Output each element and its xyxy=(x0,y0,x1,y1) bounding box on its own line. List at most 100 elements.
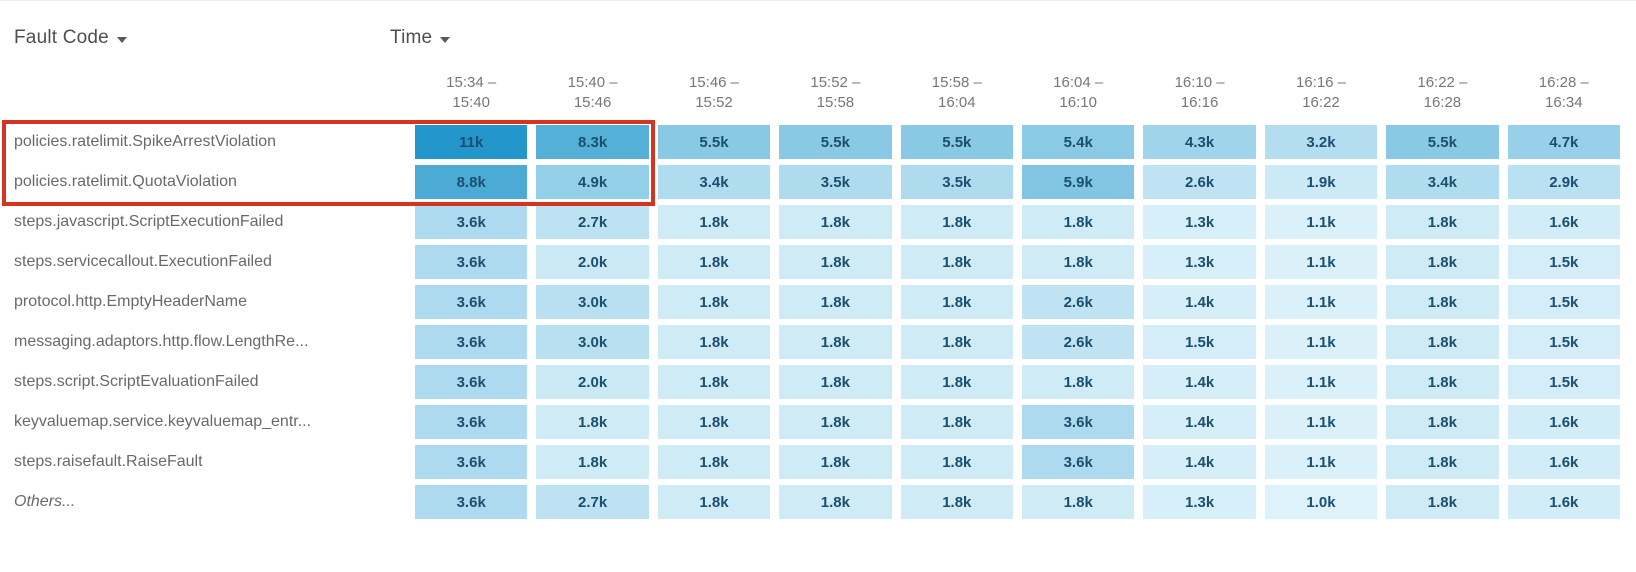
heatmap-cell[interactable]: 1.8k xyxy=(1022,245,1135,279)
heatmap-cell[interactable]: 2.6k xyxy=(1022,325,1135,359)
heatmap-cell[interactable]: 3.6k xyxy=(415,405,528,439)
heatmap-cell[interactable]: 3.5k xyxy=(779,165,892,199)
heatmap-cell[interactable]: 1.8k xyxy=(900,285,1013,319)
heatmap-cell[interactable]: 1.8k xyxy=(657,405,771,439)
heatmap-cell[interactable]: 1.8k xyxy=(779,405,892,439)
heatmap-cell[interactable]: 1.8k xyxy=(657,325,771,359)
heatmap-cell[interactable]: 3.5k xyxy=(900,165,1013,199)
heatmap-cell[interactable]: 1.8k xyxy=(1386,245,1499,279)
heatmap-cell[interactable]: 3.6k xyxy=(415,445,528,479)
heatmap-cell[interactable]: 3.6k xyxy=(1022,445,1135,479)
heatmap-cell[interactable]: 11k xyxy=(415,125,528,159)
heatmap-cell[interactable]: 8.3k xyxy=(536,125,649,159)
heatmap-cell[interactable]: 3.4k xyxy=(657,165,771,199)
heatmap-cell[interactable]: 1.8k xyxy=(1386,325,1499,359)
heatmap-cell[interactable]: 1.8k xyxy=(1022,485,1135,519)
heatmap-cell[interactable]: 1.5k xyxy=(1507,285,1620,319)
heatmap-cell[interactable]: 1.8k xyxy=(657,285,771,319)
heatmap-cell[interactable]: 1.1k xyxy=(1264,245,1378,279)
heatmap-cell[interactable]: 1.9k xyxy=(1264,165,1378,199)
heatmap-cell[interactable]: 3.4k xyxy=(1386,165,1499,199)
heatmap-cell[interactable]: 1.4k xyxy=(1143,285,1256,319)
heatmap-cell[interactable]: 1.6k xyxy=(1507,205,1620,239)
heatmap-cell[interactable]: 1.8k xyxy=(900,445,1013,479)
heatmap-cell[interactable]: 1.8k xyxy=(900,245,1013,279)
heatmap-cell[interactable]: 3.6k xyxy=(415,205,528,239)
heatmap-cell[interactable]: 1.1k xyxy=(1264,365,1378,399)
heatmap-cell[interactable]: 1.5k xyxy=(1507,245,1620,279)
heatmap-cell[interactable]: 1.1k xyxy=(1264,445,1378,479)
heatmap-cell[interactable]: 1.8k xyxy=(900,205,1013,239)
heatmap-cell[interactable]: 1.8k xyxy=(1386,445,1499,479)
heatmap-cell[interactable]: 1.8k xyxy=(657,485,771,519)
heatmap-cell[interactable]: 1.5k xyxy=(1507,325,1620,359)
heatmap-cell[interactable]: 1.6k xyxy=(1507,485,1620,519)
heatmap-cell[interactable]: 3.0k xyxy=(536,325,649,359)
heatmap-cell[interactable]: 2.6k xyxy=(1022,285,1135,319)
heatmap-cell[interactable]: 1.6k xyxy=(1507,445,1620,479)
heatmap-cell[interactable]: 3.2k xyxy=(1264,125,1378,159)
heatmap-cell[interactable]: 1.8k xyxy=(1386,205,1499,239)
heatmap-cell[interactable]: 1.8k xyxy=(779,485,892,519)
heatmap-cell[interactable]: 4.9k xyxy=(536,165,649,199)
heatmap-cell[interactable]: 1.3k xyxy=(1143,205,1256,239)
heatmap-cell[interactable]: 1.8k xyxy=(779,325,892,359)
heatmap-cell[interactable]: 5.9k xyxy=(1022,165,1135,199)
heatmap-cell[interactable]: 3.0k xyxy=(536,285,649,319)
heatmap-cell[interactable]: 5.5k xyxy=(657,125,771,159)
heatmap-cell[interactable]: 3.6k xyxy=(415,365,528,399)
heatmap-cell[interactable]: 5.5k xyxy=(779,125,892,159)
heatmap-cell[interactable]: 1.8k xyxy=(1386,405,1499,439)
heatmap-cell[interactable]: 2.7k xyxy=(536,485,649,519)
heatmap-cell[interactable]: 1.8k xyxy=(657,245,771,279)
heatmap-cell[interactable]: 3.6k xyxy=(415,325,528,359)
heatmap-cell[interactable]: 1.4k xyxy=(1143,445,1256,479)
heatmap-cell[interactable]: 2.0k xyxy=(536,365,649,399)
heatmap-cell[interactable]: 1.8k xyxy=(779,365,892,399)
heatmap-cell[interactable]: 4.3k xyxy=(1143,125,1256,159)
heatmap-cell[interactable]: 5.5k xyxy=(900,125,1013,159)
heatmap-cell[interactable]: 1.5k xyxy=(1507,365,1620,399)
heatmap-cell[interactable]: 5.5k xyxy=(1386,125,1499,159)
heatmap-cell[interactable]: 1.8k xyxy=(536,405,649,439)
heatmap-cell[interactable]: 2.6k xyxy=(1143,165,1256,199)
heatmap-cell[interactable]: 1.5k xyxy=(1143,325,1256,359)
heatmap-cell[interactable]: 3.6k xyxy=(415,245,528,279)
heatmap-cell[interactable]: 1.8k xyxy=(779,245,892,279)
heatmap-cell[interactable]: 1.4k xyxy=(1143,365,1256,399)
heatmap-cell[interactable]: 1.4k xyxy=(1143,405,1256,439)
heatmap-cell[interactable]: 1.0k xyxy=(1264,485,1378,519)
heatmap-cell[interactable]: 4.7k xyxy=(1507,125,1620,159)
heatmap-cell[interactable]: 1.8k xyxy=(900,405,1013,439)
heatmap-cell[interactable]: 1.8k xyxy=(1386,285,1499,319)
heatmap-cell[interactable]: 1.3k xyxy=(1143,485,1256,519)
heatmap-cell[interactable]: 1.8k xyxy=(1386,485,1499,519)
heatmap-cell[interactable]: 1.8k xyxy=(657,205,771,239)
heatmap-cell[interactable]: 1.1k xyxy=(1264,325,1378,359)
heatmap-cell[interactable]: 1.8k xyxy=(779,445,892,479)
heatmap-cell[interactable]: 2.9k xyxy=(1507,165,1620,199)
heatmap-cell[interactable]: 5.4k xyxy=(1022,125,1135,159)
heatmap-cell[interactable]: 3.6k xyxy=(415,485,528,519)
time-dimension-dropdown[interactable]: Time xyxy=(390,27,451,49)
heatmap-cell[interactable]: 1.8k xyxy=(1386,365,1499,399)
heatmap-cell[interactable]: 1.8k xyxy=(900,325,1013,359)
heatmap-cell[interactable]: 8.8k xyxy=(415,165,528,199)
heatmap-cell[interactable]: 2.0k xyxy=(536,245,649,279)
heatmap-cell[interactable]: 1.6k xyxy=(1507,405,1620,439)
heatmap-cell[interactable]: 1.3k xyxy=(1143,245,1256,279)
heatmap-cell[interactable]: 1.1k xyxy=(1264,205,1378,239)
heatmap-cell[interactable]: 1.8k xyxy=(900,365,1013,399)
fault-code-dimension-dropdown[interactable]: Fault Code xyxy=(14,27,127,49)
heatmap-cell[interactable]: 3.6k xyxy=(1022,405,1135,439)
heatmap-cell[interactable]: 1.1k xyxy=(1264,405,1378,439)
heatmap-cell[interactable]: 1.8k xyxy=(536,445,649,479)
heatmap-cell[interactable]: 1.8k xyxy=(657,365,771,399)
heatmap-cell[interactable]: 1.8k xyxy=(900,485,1013,519)
heatmap-cell[interactable]: 1.8k xyxy=(657,445,771,479)
heatmap-cell[interactable]: 1.8k xyxy=(1022,205,1135,239)
heatmap-cell[interactable]: 1.8k xyxy=(1022,365,1135,399)
heatmap-cell[interactable]: 1.1k xyxy=(1264,285,1378,319)
heatmap-cell[interactable]: 1.8k xyxy=(779,285,892,319)
heatmap-cell[interactable]: 1.8k xyxy=(779,205,892,239)
